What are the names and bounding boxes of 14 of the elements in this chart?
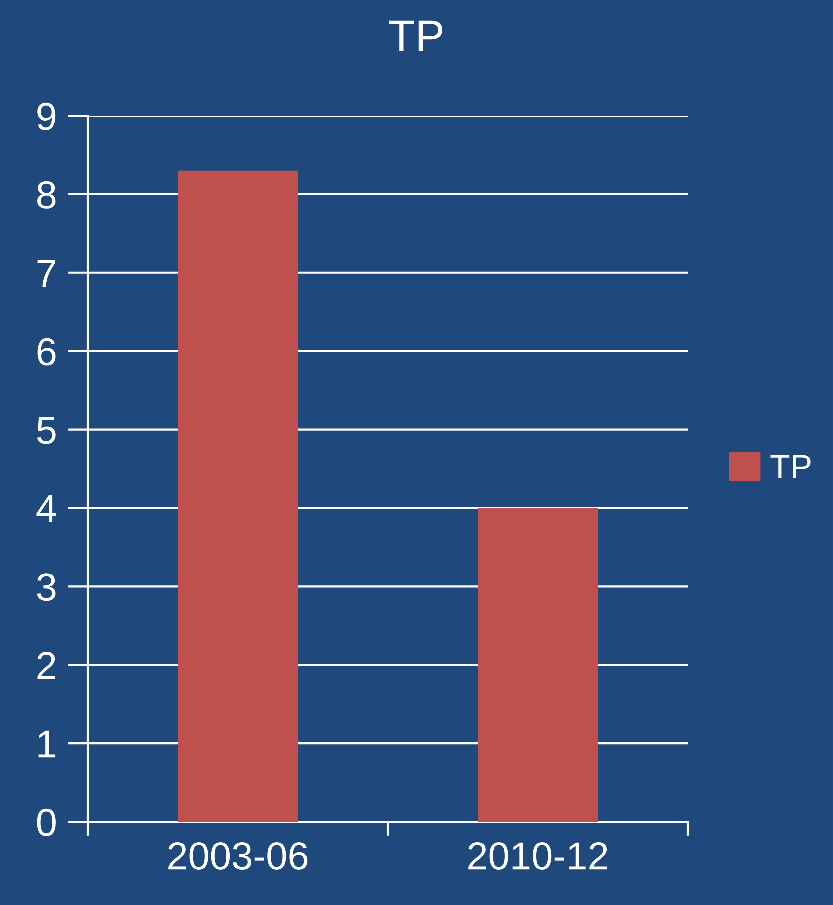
y-tick-label: 1: [38, 730, 56, 758]
y-tick-label: 6: [38, 338, 56, 366]
y-tick-label: 0: [37, 808, 56, 836]
y-tick-label: 2: [38, 652, 56, 680]
y-tick-label: 9: [38, 102, 56, 130]
y-tick-label: 8: [38, 181, 56, 209]
y-tick-label: 7: [38, 260, 56, 287]
x-tick-label: 2003-06: [168, 842, 308, 870]
x-tick-label: 2010-12: [468, 842, 608, 870]
y-tick-label: 3: [37, 574, 56, 602]
legend-label: TP: [770, 455, 811, 478]
y-tick-label: 4: [36, 496, 56, 522]
chart-title: TP: [389, 20, 443, 52]
y-tick-label: 5: [37, 417, 56, 444]
